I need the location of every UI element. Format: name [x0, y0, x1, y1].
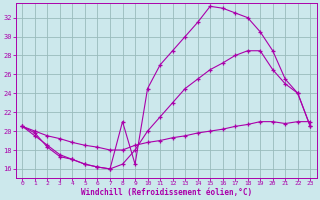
X-axis label: Windchill (Refroidissement éolien,°C): Windchill (Refroidissement éolien,°C)	[81, 188, 252, 197]
